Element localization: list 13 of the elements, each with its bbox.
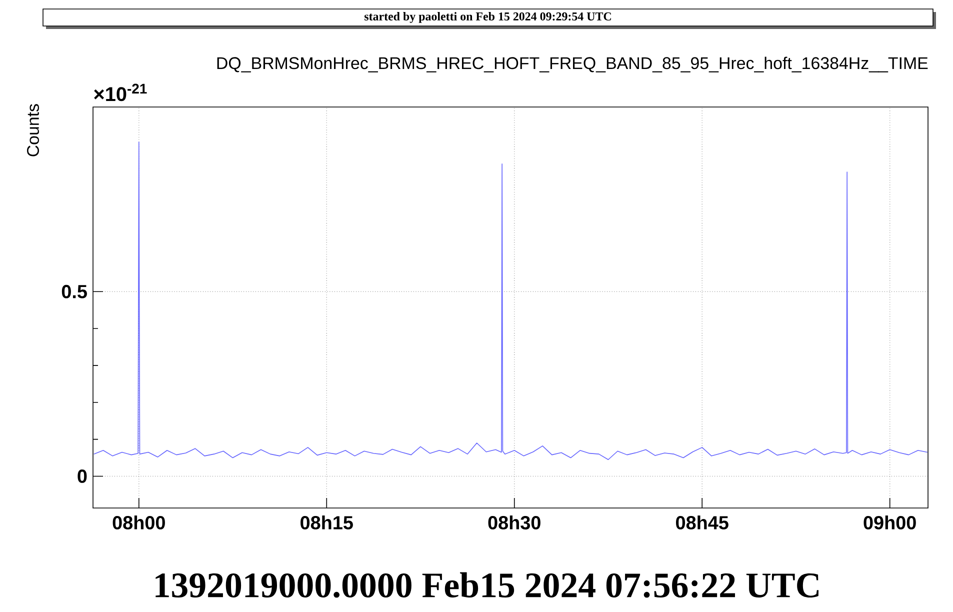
x-tick-label: 08h30 bbox=[488, 516, 540, 530]
text: 1392019000.0000 Feb15 2024 07:56:22 UTC bbox=[156, 572, 818, 598]
x-tick-label: 08h45 bbox=[676, 516, 728, 530]
x-tick-label: 09h00 bbox=[864, 516, 916, 530]
y-tick-label: 0.5 bbox=[62, 284, 87, 298]
text: started by paoletti on Feb 15 2024 09:29:54 UTC bbox=[364, 12, 611, 23]
y-tick-label: 0 bbox=[78, 470, 87, 483]
line-series bbox=[93, 142, 928, 460]
y-axis-title: Counts bbox=[27, 104, 40, 156]
x-tick-label: 08h00 bbox=[112, 516, 165, 530]
chart-title: DQ_BRMSMonHrec_BRMS_HREC_HOFT_FREQ_BAND_85_95_Hrec_hoft_16384Hz__TIME bbox=[217, 56, 928, 72]
x-tick-label: 08h15 bbox=[300, 516, 353, 530]
text: ×10$^{-21}$ bbox=[94, 84, 147, 102]
